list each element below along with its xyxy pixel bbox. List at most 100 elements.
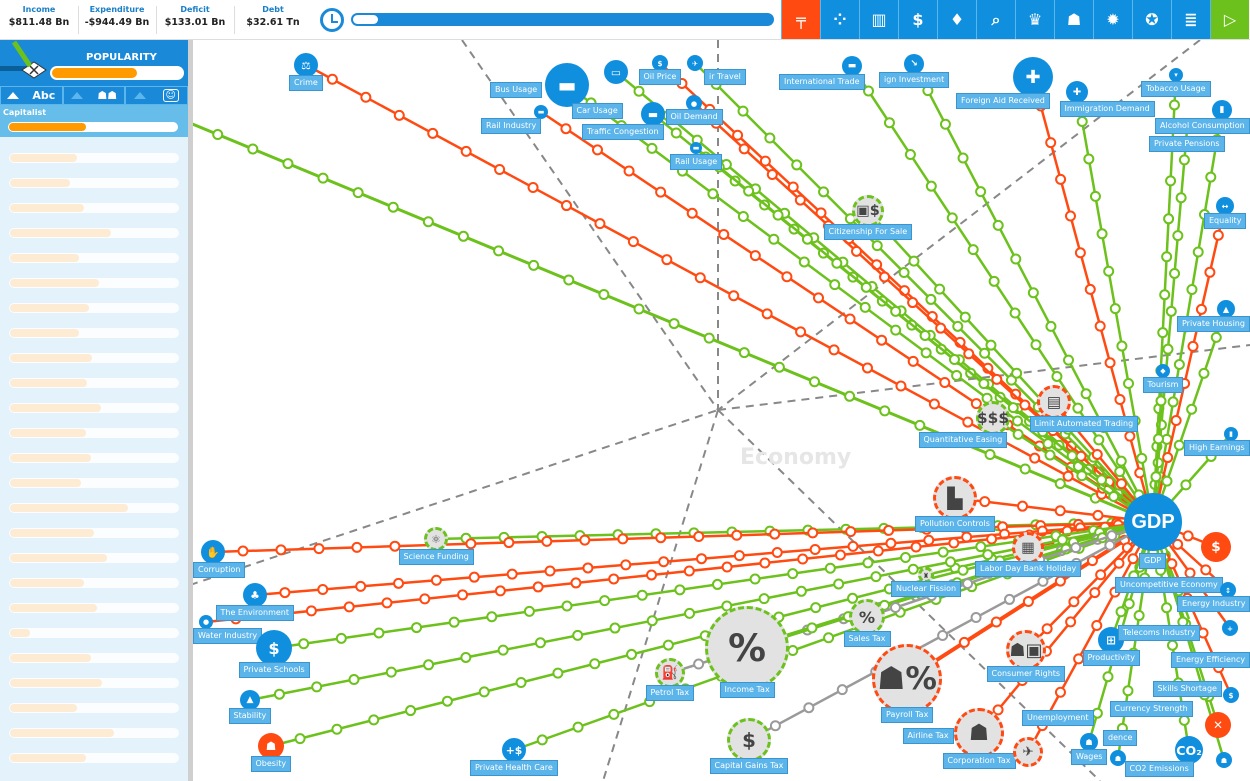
alcohol-consumption-node[interactable]: ▮ [1212, 100, 1232, 120]
foreign-aid-received-node[interactable]: ✚ [1013, 57, 1053, 97]
co2-emissions-label[interactable]: CO2 Emissions [1124, 761, 1194, 778]
currency-strength-label[interactable]: Currency Strength [1109, 701, 1193, 718]
obesity-node[interactable]: ☗ [258, 733, 284, 759]
stability-node[interactable]: ▲ [240, 690, 260, 710]
skills-shortage-label[interactable]: Skills Shortage [1152, 681, 1222, 698]
private-health-care-label[interactable]: Private Health Care [470, 759, 558, 776]
voter-group-bar[interactable] [9, 703, 179, 713]
pollution-controls-label[interactable]: Pollution Controls [915, 515, 995, 532]
currency-strength-node[interactable]: $ [1223, 687, 1239, 703]
play-button[interactable]: ▷ [1210, 0, 1249, 39]
private-schools-label[interactable]: Private Schools [238, 662, 310, 679]
petrol-tax-node[interactable]: ⛽ [655, 658, 685, 688]
immigration-demand-node[interactable]: ✚ [1066, 81, 1088, 103]
wages-node[interactable]: ☗ [1080, 733, 1098, 751]
quantitative-easing-label[interactable]: Quantitative Easing [918, 431, 1008, 448]
airline-tax-label[interactable]: Airline Tax [902, 728, 954, 744]
voter-group-bar[interactable] [9, 278, 179, 288]
tourism-node[interactable]: ◆ [1156, 364, 1170, 378]
international-trade-label[interactable]: International Trade [779, 74, 865, 90]
crime-node[interactable]: ⚖ [294, 53, 318, 77]
traffic-congestion-node[interactable]: ▬ [641, 102, 665, 126]
dence-node[interactable]: ☗ [1216, 752, 1232, 768]
tab-sort-alphabetical[interactable]: Abc [0, 86, 63, 105]
trophy-button[interactable]: ♛ [1015, 0, 1054, 39]
payroll-tax-label[interactable]: Payroll Tax [881, 707, 934, 723]
tobacco-usage-node[interactable]: ▾ [1169, 68, 1183, 82]
co2-emissions-node[interactable]: CO₂ [1175, 736, 1203, 764]
consumer-rights-node[interactable]: ☗▣ [1006, 630, 1046, 670]
voter-group-bar[interactable] [9, 178, 179, 188]
nuclear-fission-label[interactable]: Nuclear Fission [891, 581, 962, 598]
gdp-label[interactable]: GDP [1139, 553, 1167, 569]
energy-industry-label[interactable]: Energy Industry [1177, 596, 1250, 613]
voter-group-bar[interactable] [9, 328, 179, 338]
oil-demand-node[interactable]: ● [686, 95, 702, 111]
voter-group-bar[interactable] [9, 153, 179, 163]
corruption-node[interactable]: ✋ [201, 540, 225, 564]
gear-button[interactable]: ✹ [1093, 0, 1132, 39]
citizenship-for-sale-label[interactable]: Citizenship For Sale [823, 223, 913, 240]
voter-group-bar[interactable] [9, 528, 179, 538]
skills-shortage-node[interactable]: ✕ [1205, 712, 1231, 738]
income-tax-node[interactable]: % [705, 606, 789, 690]
voter-group-bar[interactable] [9, 428, 179, 438]
petrol-tax-label[interactable]: Petrol Tax [645, 685, 695, 701]
private-health-care-node[interactable]: +$ [502, 738, 526, 762]
ir-travel-node[interactable]: ✈ [687, 55, 703, 71]
people-button[interactable]: ☗ [1054, 0, 1093, 39]
international-trade-node[interactable]: ▬ [842, 56, 862, 76]
voter-group-bar[interactable] [9, 478, 179, 488]
bus-usage-label[interactable]: Bus Usage [490, 81, 543, 98]
voter-group-bar[interactable] [9, 303, 179, 313]
income-tax-label[interactable]: Income Tax [719, 681, 775, 698]
ign-investment-node[interactable]: ↘ [904, 54, 924, 74]
rail-industry-label[interactable]: Rail Industry [481, 118, 542, 134]
voter-group-bar[interactable] [9, 228, 179, 238]
private-housing-label[interactable]: Private Housing [1177, 316, 1250, 333]
energy-efficiency-node[interactable]: + [1222, 620, 1238, 636]
award-button[interactable]: ✪ [1132, 0, 1171, 39]
voter-group-bar[interactable] [9, 578, 179, 588]
alcohol-consumption-label[interactable]: Alcohol Consumption [1155, 118, 1250, 134]
lightbulb-button[interactable]: ♦ [937, 0, 976, 39]
gun-button[interactable]: ╤ [781, 0, 820, 39]
uncompetitive-economy-label[interactable]: Uncompetitive Economy [1115, 577, 1223, 593]
voter-group-bar[interactable] [9, 678, 179, 688]
voter-group-bar[interactable] [9, 728, 179, 738]
sales-tax-node[interactable]: % [849, 599, 885, 635]
oil-price-label[interactable]: Oil Price [638, 69, 682, 86]
uncompetitive-economy-node[interactable]: $ [1201, 532, 1231, 562]
ir-travel-label[interactable]: ir Travel [704, 69, 746, 86]
voter-group-capitalist[interactable]: Capitalist [0, 105, 188, 137]
corporation-tax-label[interactable]: Corporation Tax [942, 753, 1016, 769]
unemployment-node[interactable]: ☗ [1110, 750, 1126, 766]
crime-label[interactable]: Crime [289, 74, 323, 91]
bus-usage-node[interactable]: ▭ [604, 60, 628, 84]
tourism-label[interactable]: Tourism [1142, 377, 1184, 393]
tobacco-usage-label[interactable]: Tobacco Usage [1141, 81, 1211, 97]
voter-group-bar[interactable] [9, 203, 179, 213]
unemployment-label[interactable]: Unemployment [1022, 710, 1094, 727]
voter-group-bar[interactable] [9, 403, 179, 413]
water-industry-node[interactable]: ● [199, 615, 213, 629]
voter-group-bar[interactable] [9, 553, 179, 563]
gdp-node[interactable]: GDP [1124, 493, 1182, 551]
science-funding-node[interactable]: ⚛ [424, 527, 448, 551]
immigration-demand-label[interactable]: Immigration Demand [1059, 100, 1155, 117]
foreign-aid-received-label[interactable]: Foreign Aid Received [956, 93, 1050, 109]
voter-group-bar[interactable] [9, 503, 179, 513]
wages-label[interactable]: Wages [1071, 749, 1108, 766]
stability-label[interactable]: Stability [228, 708, 272, 724]
voter-group-bar[interactable] [9, 378, 179, 388]
rail-usage-label[interactable]: Rail Usage [670, 154, 723, 170]
high-earnings-label[interactable]: High Earnings [1184, 440, 1250, 456]
equality-node[interactable]: ↔ [1216, 197, 1234, 215]
voter-group-bar[interactable] [9, 353, 179, 363]
voter-group-bar[interactable] [9, 603, 179, 613]
car-usage-node[interactable]: ▬ [545, 63, 589, 107]
the-environment-label[interactable]: The Environment [215, 604, 295, 621]
consumer-rights-label[interactable]: Consumer Rights [986, 666, 1066, 682]
document-button[interactable]: ≣ [1171, 0, 1210, 39]
telecoms-industry-label[interactable]: Telecoms Industry [1118, 625, 1201, 641]
